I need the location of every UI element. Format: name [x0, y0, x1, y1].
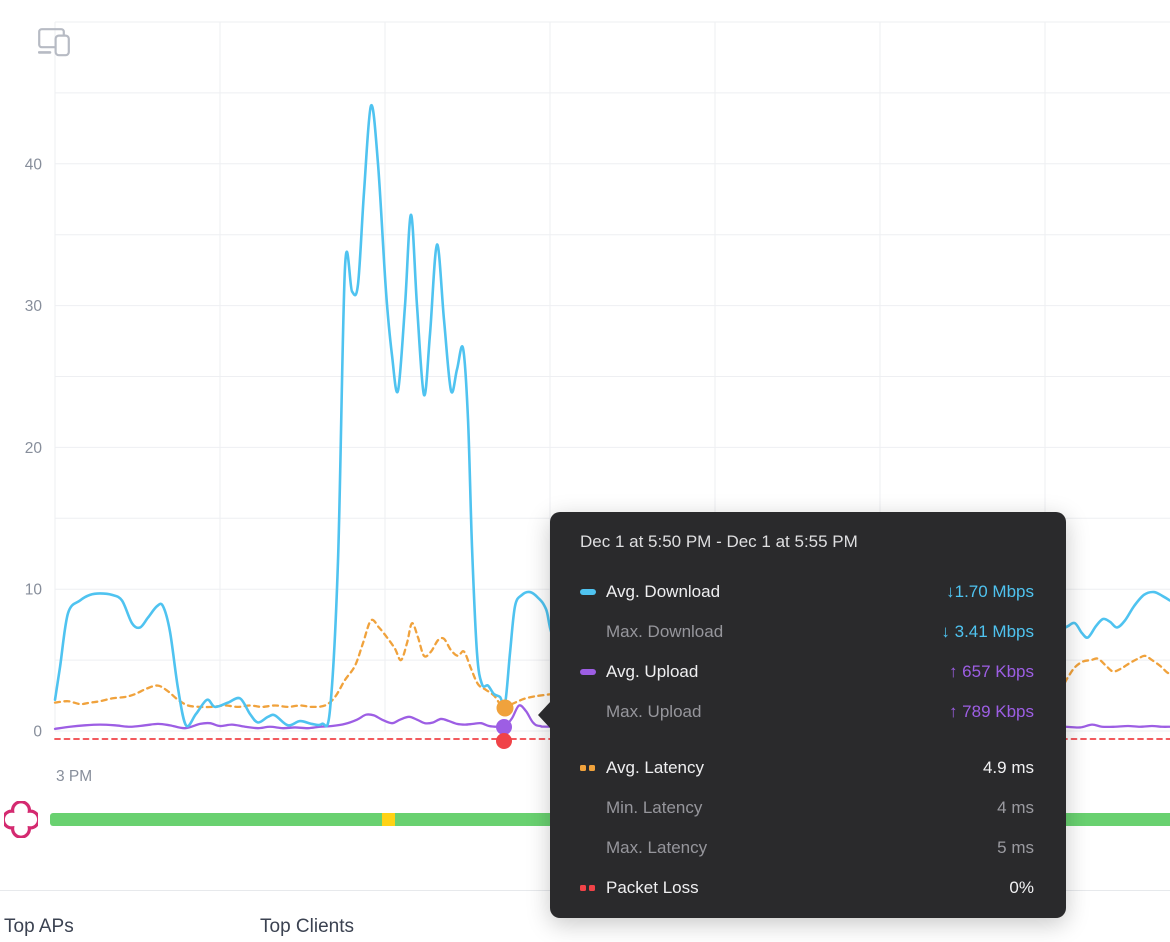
series-line-avg-latency	[53, 618, 1170, 711]
avg-latency-swatch-icon	[580, 765, 595, 771]
y-axis-tick-label: 20	[25, 440, 43, 457]
isp-health-clover-icon	[1, 800, 41, 839]
laptop-phone-icon	[37, 28, 70, 57]
chart-hover-tooltip: Dec 1 at 5:50 PM - Dec 1 at 5:55 PM Avg.…	[538, 512, 1066, 918]
tooltip-row-avg-upload: Avg. Upload ↑ 657 Kbps	[580, 652, 1034, 692]
y-axis-tick-label: 10	[25, 582, 43, 599]
hover-marker-avg-latency	[496, 699, 514, 717]
tooltip-pointer	[538, 701, 551, 729]
avg-download-label: Avg. Download	[606, 582, 721, 601]
avg-upload-swatch-icon	[580, 669, 596, 675]
y-axis-tick-label: 40	[25, 156, 43, 173]
health-warning-segment	[382, 813, 395, 826]
y-axis-tick-label: 30	[25, 298, 43, 315]
top-aps-heading: Top APs	[4, 916, 74, 937]
tooltip-row-packet-loss: Packet Loss 0%	[580, 868, 1034, 908]
axis-labels: 40 30 20 10 0 3 PM	[25, 156, 92, 785]
packet-loss-label: Packet Loss	[606, 878, 699, 897]
hover-marker-packet-loss	[496, 733, 512, 749]
client-devices-icon[interactable]	[37, 28, 72, 57]
avg-upload-value: ↑ 657 Kbps	[948, 662, 1034, 681]
tooltip-row-min-latency: Min. Latency 4 ms	[580, 788, 1034, 828]
max-download-value: ↓ 3.41 Mbps	[941, 622, 1034, 641]
max-upload-value: ↑ 789 Kbps	[948, 702, 1034, 721]
tooltip-row-avg-download: Avg. Download ↓1.70 Mbps	[580, 572, 1034, 612]
tooltip-row-max-download: Max. Download ↓ 3.41 Mbps	[580, 612, 1034, 652]
chart-gridlines	[54, 21, 1170, 732]
max-download-label: Max. Download	[606, 622, 724, 641]
avg-latency-label: Avg. Latency	[606, 758, 704, 777]
x-axis-tick-label: 3 PM	[56, 768, 92, 785]
tooltip-title: Dec 1 at 5:50 PM - Dec 1 at 5:55 PM	[580, 532, 858, 551]
max-upload-label: Max. Upload	[606, 702, 702, 721]
min-latency-value: 4 ms	[997, 798, 1034, 817]
avg-latency-value: 4.9 ms	[982, 758, 1034, 777]
min-latency-label: Min. Latency	[606, 798, 703, 817]
tooltip-row-max-upload: Max. Upload ↑ 789 Kbps	[580, 692, 1034, 732]
hover-marker-avg-upload	[496, 719, 512, 735]
hover-point-markers	[496, 699, 514, 749]
packet-loss-swatch-icon	[580, 885, 595, 891]
avg-upload-label: Avg. Upload	[606, 662, 699, 681]
packet-loss-value: 0%	[1009, 878, 1034, 897]
max-latency-label: Max. Latency	[606, 838, 708, 857]
top-clients-heading: Top Clients	[260, 916, 354, 937]
max-latency-value: 5 ms	[997, 838, 1034, 857]
tooltip-rows: Avg. Download ↓1.70 Mbps Max. Download ↓…	[550, 556, 1066, 908]
tooltip-row-avg-latency: Avg. Latency 4.9 ms	[580, 748, 1034, 788]
tooltip-row-max-latency: Max. Latency 5 ms	[580, 828, 1034, 868]
avg-download-value: ↓1.70 Mbps	[946, 582, 1034, 601]
y-axis-tick-label: 0	[33, 724, 42, 741]
avg-download-swatch-icon	[580, 589, 596, 595]
